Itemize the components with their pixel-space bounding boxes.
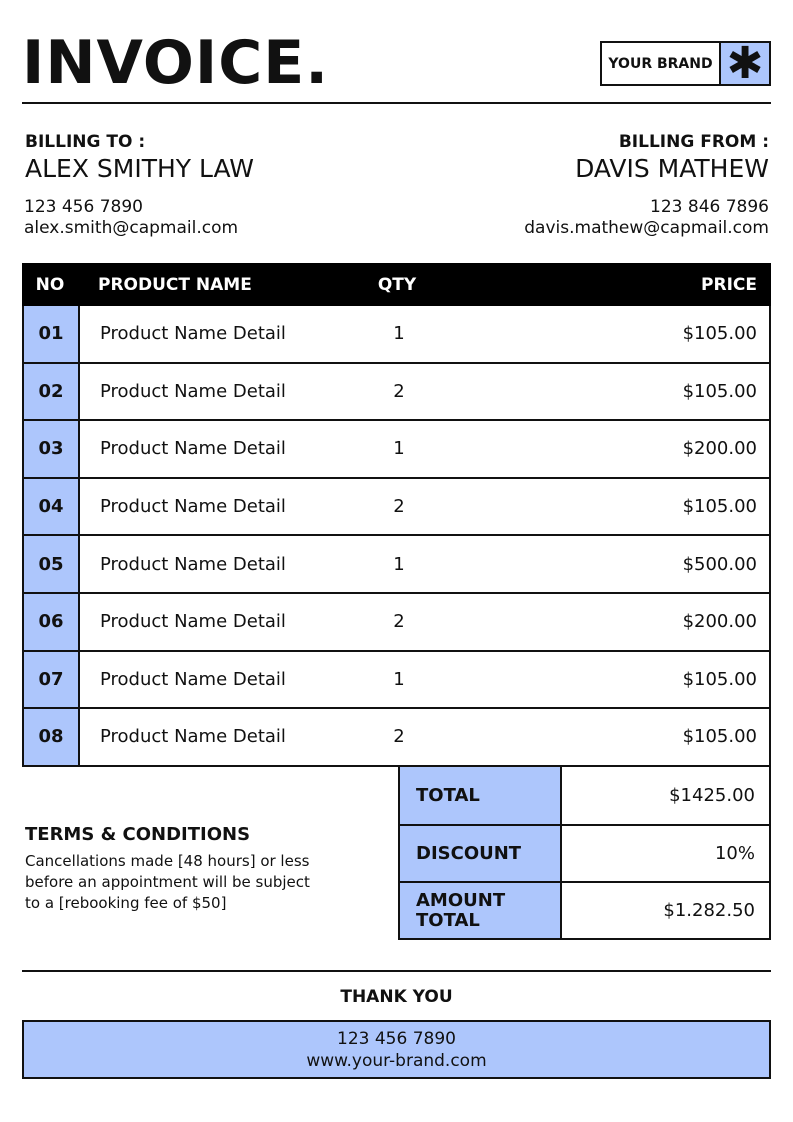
brand-logo: YOUR BRAND ✱: [600, 41, 771, 86]
summary-label: TOTAL: [400, 767, 562, 824]
row-product-name: Product Name Detail: [100, 496, 286, 518]
brand-label: YOUR BRAND: [602, 43, 721, 84]
table-row: 03 Product Name Detail 1 $200.00: [22, 421, 771, 479]
row-price: $105.00: [682, 668, 757, 690]
summary-label: AMOUNT TOTAL: [400, 883, 562, 938]
row-no: 01: [24, 306, 80, 362]
table-header: NO PRODUCT NAME QTY PRICE: [22, 263, 771, 306]
table-row: 04 Product Name Detail 2 $105.00: [22, 478, 771, 537]
row-no: 06: [24, 593, 80, 650]
billing-to-label: BILLING TO :: [25, 132, 146, 152]
summary-value: $1425.00: [669, 785, 755, 806]
row-no: 03: [24, 421, 80, 477]
summary-label: DISCOUNT: [400, 826, 562, 881]
row-price: $200.00: [682, 438, 757, 460]
header-price: PRICE: [701, 274, 757, 295]
row-price: $200.00: [682, 611, 757, 633]
divider: [22, 102, 771, 104]
row-product-name: Product Name Detail: [100, 611, 286, 633]
row-price: $105.00: [682, 496, 757, 518]
billing-from-name: DAVIS MATHEW: [575, 154, 769, 183]
row-product-name: Product Name Detail: [100, 323, 286, 345]
table-row: 02 Product Name Detail 2 $105.00: [22, 363, 771, 422]
row-price: $105.00: [682, 323, 757, 345]
header-product-name: PRODUCT NAME: [98, 274, 252, 295]
table-row: 05 Product Name Detail 1 $500.00: [22, 536, 771, 594]
billing-to-email: alex.smith@capmail.com: [24, 218, 239, 238]
row-no: 05: [24, 536, 80, 592]
summary-total: TOTAL $1425.00: [400, 767, 769, 824]
terms-line: Cancellations made [48 hours] or less: [25, 852, 310, 870]
footer-contact: 123 456 7890 www.your-brand.com: [22, 1020, 771, 1079]
row-product-name: Product Name Detail: [100, 380, 286, 402]
summary-value: 10%: [714, 843, 755, 864]
terms-line: before an appointment will be subject: [25, 873, 310, 891]
billing-from-phone: 123 846 7896: [650, 197, 769, 217]
row-no: 08: [24, 709, 80, 765]
row-no: 07: [24, 651, 80, 708]
thank-you: THANK YOU: [340, 987, 453, 1007]
summary-discount: DISCOUNT 10%: [400, 824, 769, 881]
terms-line: to a [rebooking fee of $50]: [25, 894, 227, 912]
billing-to-name: ALEX SMITHY LAW: [25, 154, 254, 183]
row-qty: 2: [393, 380, 405, 402]
terms-heading: TERMS & CONDITIONS: [25, 824, 251, 845]
footer-phone: 123 456 7890: [337, 1028, 456, 1049]
summary-value: $1.282.50: [663, 900, 755, 921]
row-qty: 2: [393, 726, 405, 748]
row-qty: 1: [393, 438, 405, 460]
row-qty: 2: [393, 611, 405, 633]
row-qty: 1: [393, 668, 405, 690]
row-price: $105.00: [682, 726, 757, 748]
row-qty: 2: [393, 496, 405, 518]
row-product-name: Product Name Detail: [100, 726, 286, 748]
footer-website: www.your-brand.com: [306, 1050, 487, 1071]
header-no: NO: [35, 274, 65, 295]
summary-table: TOTAL $1425.00 DISCOUNT 10% AMOUNT TOTAL $1…: [398, 767, 771, 940]
table-row: 07 Product Name Detail 1 $105.00: [22, 651, 771, 710]
row-product-name: Product Name Detail: [100, 438, 286, 460]
product-table: NO PRODUCT NAME QTY PRICE 01 Product Name…: [22, 263, 771, 767]
table-row: 06 Product Name Detail 2 $200.00: [22, 593, 771, 652]
divider: [22, 970, 771, 972]
header-qty: QTY: [377, 274, 417, 295]
row-no: 02: [24, 363, 80, 420]
row-qty: 1: [393, 553, 405, 575]
invoice-title: INVOICE.: [22, 28, 330, 98]
terms-text: Cancellations made [48 hours] or less be…: [25, 851, 310, 914]
table-row: 08 Product Name Detail 2 $105.00: [22, 709, 771, 767]
summary-amount-total: AMOUNT TOTAL $1.282.50: [400, 881, 769, 938]
billing-from-email: davis.mathew@capmail.com: [524, 218, 769, 238]
row-product-name: Product Name Detail: [100, 668, 286, 690]
asterisk-icon: ✱: [721, 41, 769, 85]
row-price: $500.00: [682, 553, 757, 575]
table-row: 01 Product Name Detail 1 $105.00: [22, 306, 771, 364]
billing-to-phone: 123 456 7890: [24, 197, 143, 217]
row-no: 04: [24, 478, 80, 535]
row-qty: 1: [393, 323, 405, 345]
row-product-name: Product Name Detail: [100, 553, 286, 575]
row-price: $105.00: [682, 380, 757, 402]
billing-from-label: BILLING FROM :: [618, 132, 769, 152]
